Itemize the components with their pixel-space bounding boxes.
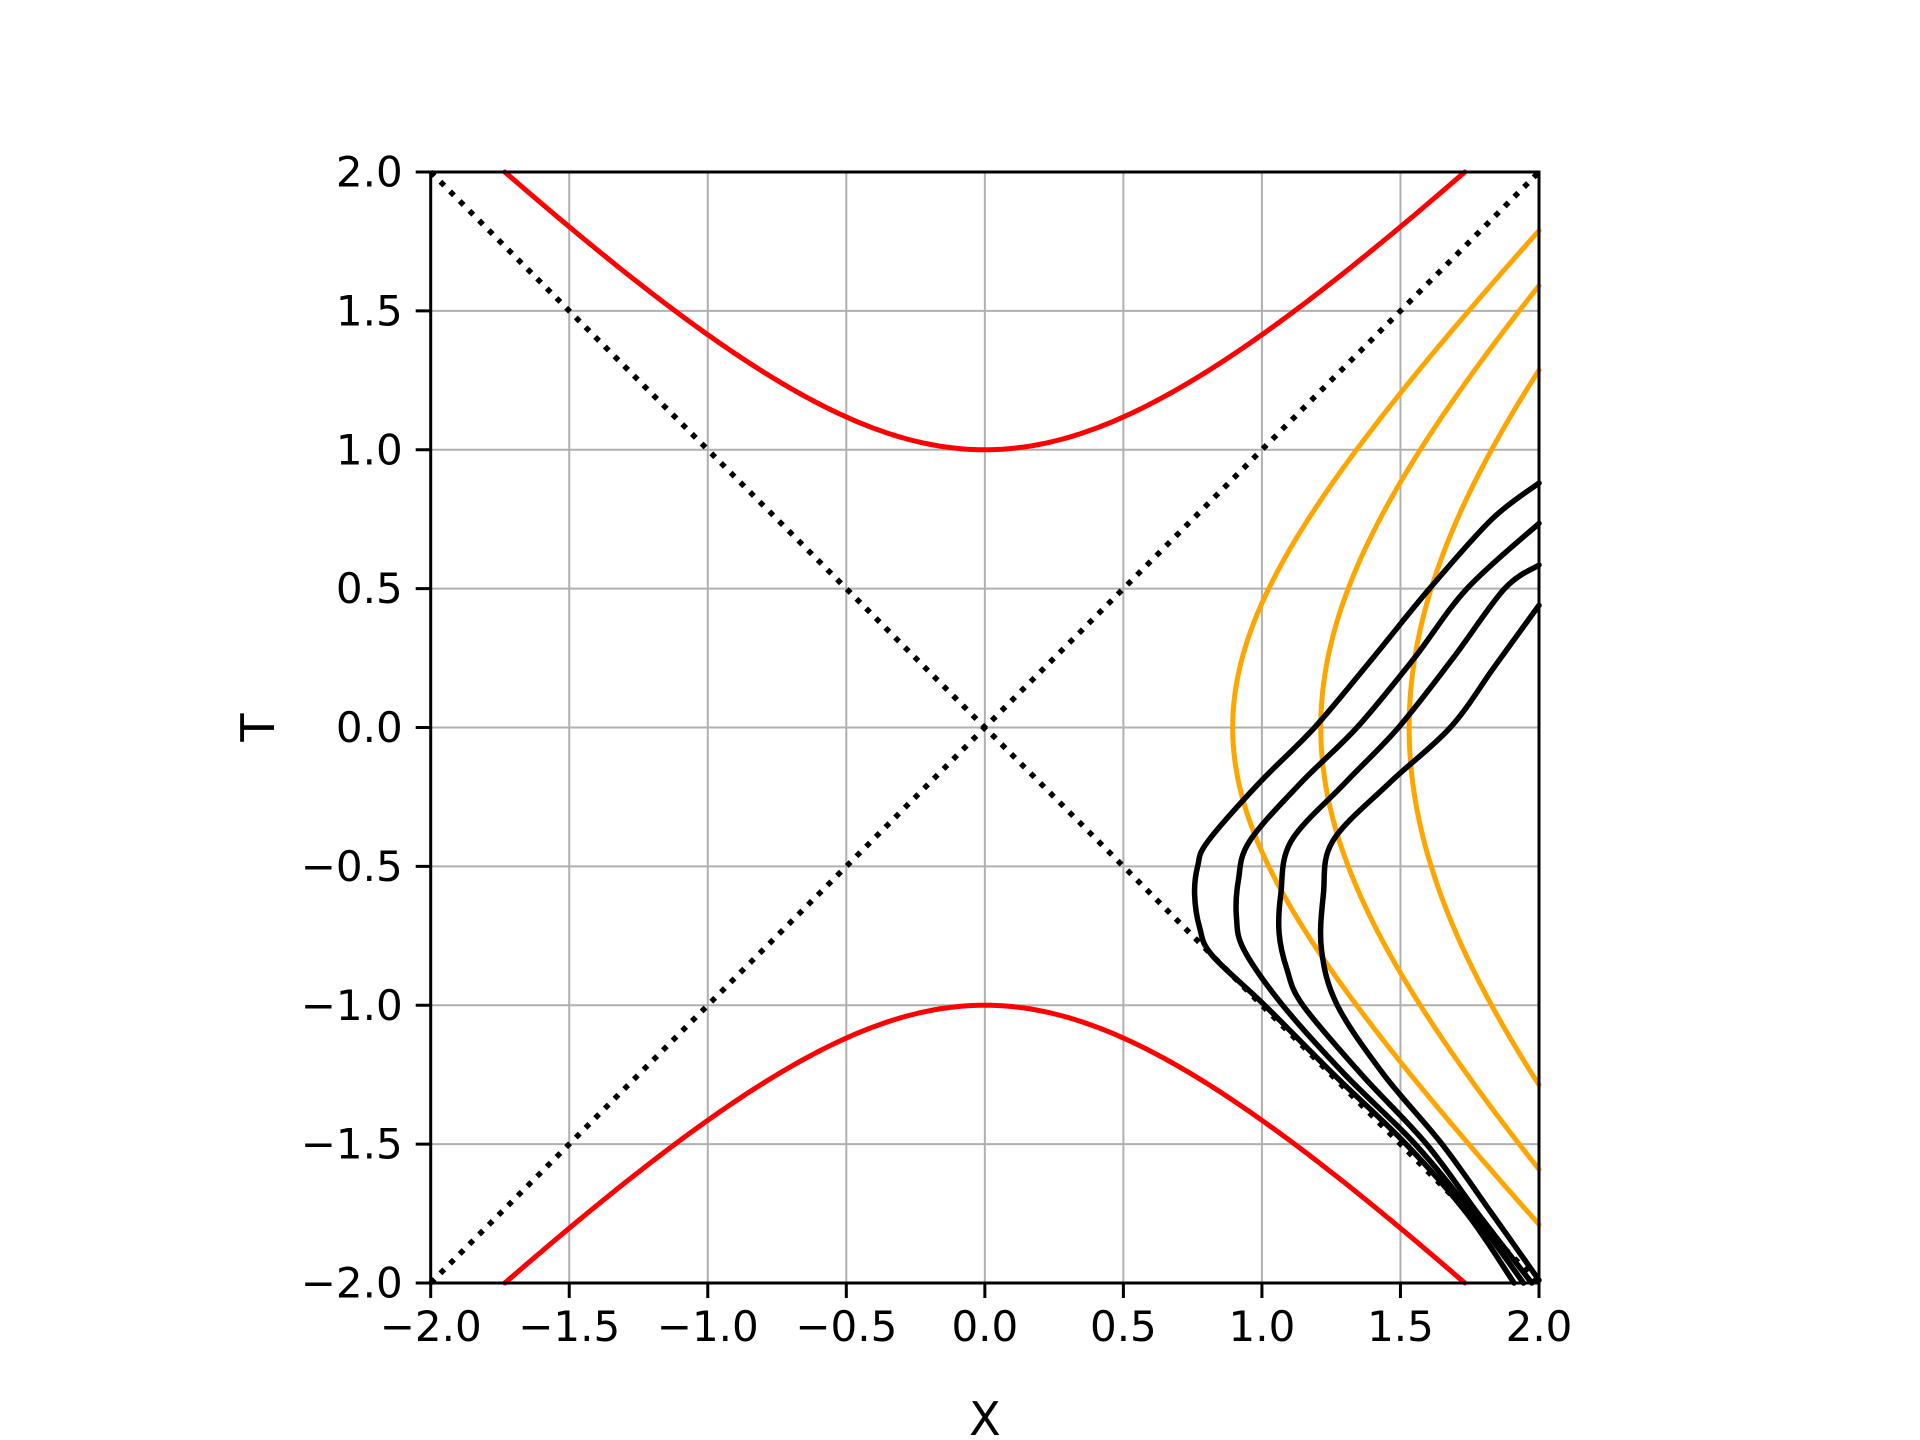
x-tick-label: −2.0 — [380, 1302, 482, 1351]
worldline-3 — [1275, 562, 1542, 1286]
x-tick-label: 1.0 — [1229, 1302, 1296, 1351]
x-tick-label: −1.0 — [657, 1302, 759, 1351]
worldline-1 — [1191, 480, 1542, 1286]
constant-r-hyperbola-2 — [1318, 283, 1542, 1172]
horizon-diagonal-down — [428, 170, 1541, 1285]
y-tick-labels: −2.0 −1.5 −1.0 −0.5 0.0 0.5 1.0 1.5 2.0 — [301, 148, 403, 1308]
y-tick-label: −1.0 — [301, 981, 403, 1030]
y-tick-label: −0.5 — [301, 842, 403, 891]
y-tick-label: 0.0 — [336, 703, 403, 752]
y-tick-label: 0.5 — [336, 564, 403, 613]
x-tick-labels: −2.0 −1.5 −1.0 −0.5 0.0 0.5 1.0 1.5 2.0 — [380, 1302, 1573, 1351]
x-tick-label: 0.0 — [951, 1302, 1018, 1351]
worldline-4 — [1317, 602, 1542, 1283]
x-tick-label: 2.0 — [1506, 1302, 1573, 1351]
y-tick-label: 1.0 — [336, 425, 403, 474]
y-tick-label: −2.0 — [301, 1259, 403, 1308]
worldline-2 — [1233, 520, 1542, 1286]
y-tick-label: 1.5 — [336, 286, 403, 335]
constant-r-hyperbola-3 — [1406, 367, 1542, 1088]
singularity-upper — [502, 169, 1468, 453]
curve-series — [428, 169, 1542, 1286]
x-tick-label: −1.5 — [518, 1302, 620, 1351]
singularity-lower — [502, 1002, 1468, 1286]
y-tick-label: 2.0 — [336, 148, 403, 197]
y-tick-label: −1.5 — [301, 1120, 403, 1169]
x-tick-label: 1.5 — [1367, 1302, 1434, 1351]
x-tick-label: −0.5 — [795, 1302, 897, 1351]
axis-ticks — [415, 170, 1541, 1298]
y-axis-label: T — [231, 713, 285, 743]
x-axis-label: X — [969, 1392, 1001, 1440]
constant-r-hyperbola-1 — [1230, 228, 1542, 1227]
x-tick-label: 0.5 — [1090, 1302, 1157, 1351]
